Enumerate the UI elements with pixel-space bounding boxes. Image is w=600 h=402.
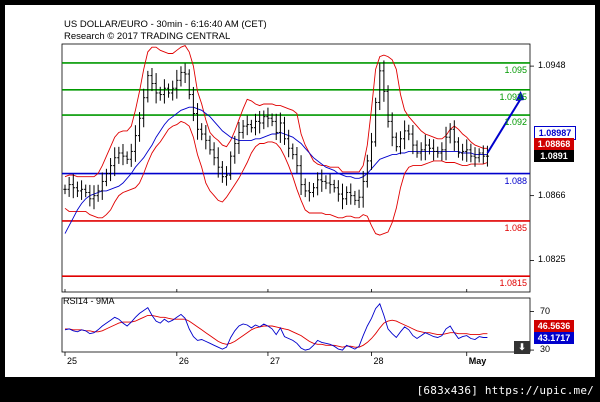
rsi-panel-title: RSI14 - 9MA bbox=[63, 296, 115, 306]
price-plot-border bbox=[61, 43, 531, 293]
y-tick-label: 1.0825 bbox=[538, 254, 566, 265]
scroll-down-icon[interactable]: ⬇ bbox=[514, 341, 530, 354]
rsi-y-tick-label: 70 bbox=[540, 305, 551, 316]
rsi-y-tick-label: 30 bbox=[540, 344, 551, 355]
x-tick-label: 25 bbox=[67, 356, 78, 366]
x-tick-label: May bbox=[468, 356, 487, 366]
level-label: 1.095 bbox=[504, 64, 527, 75]
chart-subtitle: Research © 2017 TRADING CENTRAL bbox=[64, 31, 231, 42]
x-tick-label: 28 bbox=[373, 356, 384, 366]
forecast-arrow-shaft bbox=[486, 98, 522, 154]
rsi-ma-line bbox=[65, 314, 488, 348]
chart-title: US DOLLAR/EURO - 30min - 6:16:40 AM (CET… bbox=[64, 19, 267, 30]
level-label: 1.0815 bbox=[499, 278, 527, 289]
forecast-arrow-head bbox=[515, 90, 525, 101]
bollinger-lower-line bbox=[64, 120, 488, 236]
watermark-text: [683x436] https://upic.me/ bbox=[416, 384, 594, 397]
y-tick-label: 1.0866 bbox=[538, 189, 566, 200]
bollinger-upper-line bbox=[64, 45, 488, 178]
current-price-bollinger_lower: 1.08868 bbox=[534, 138, 574, 150]
rsi-current-rsi: 43.1717 bbox=[534, 332, 574, 344]
rsi-panel bbox=[61, 297, 534, 356]
rsi-plot-border bbox=[61, 297, 531, 353]
rsi-current-rsi_ma: 46.5636 bbox=[534, 320, 574, 332]
rsi-line bbox=[64, 302, 488, 351]
y-tick-label: 1.0948 bbox=[538, 60, 566, 71]
level-label: 1.088 bbox=[504, 175, 527, 186]
level-label: 1.092 bbox=[504, 117, 527, 128]
x-tick-label: 26 bbox=[178, 356, 189, 366]
current-price-last: 1.0891 bbox=[534, 150, 574, 162]
level-label: 1.085 bbox=[504, 222, 527, 233]
level-label: 1.0935 bbox=[499, 91, 527, 102]
x-tick-label: 27 bbox=[269, 356, 280, 366]
price-panel bbox=[61, 43, 534, 293]
